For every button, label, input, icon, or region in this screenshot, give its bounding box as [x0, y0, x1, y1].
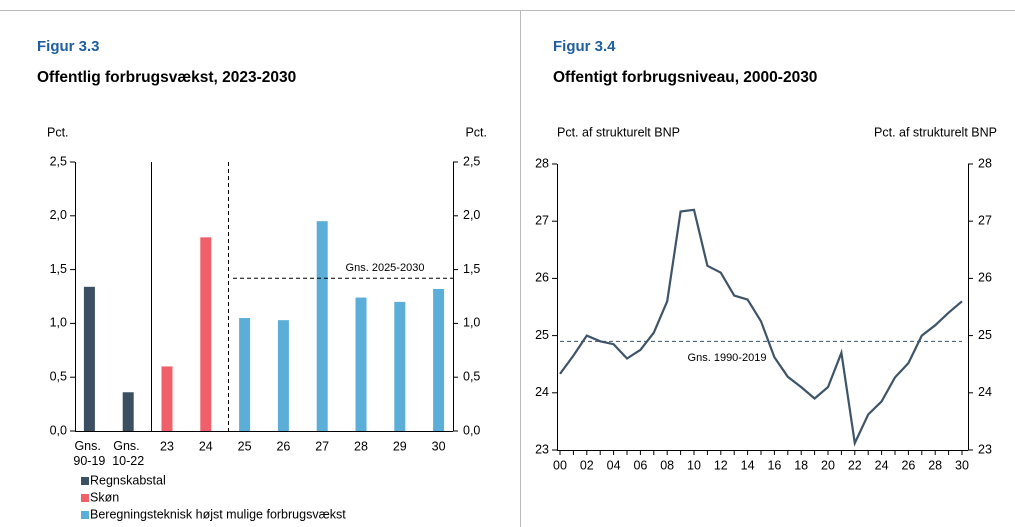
- bar: [394, 301, 406, 431]
- legend-swatch: [81, 511, 89, 519]
- chart-title: Offentigt forbrugsniveau, 2000-2030: [553, 69, 817, 86]
- bar: [239, 318, 251, 431]
- y2-axis-label: Pct. af strukturelt BNP: [874, 125, 997, 139]
- legend-label: Skøn: [90, 490, 119, 504]
- x-tick-label: 24: [199, 439, 213, 453]
- y-tick-label: 23: [535, 442, 549, 456]
- figure-number: Figur 3.3: [37, 38, 100, 55]
- bar: [83, 286, 95, 431]
- y2-axis-label: Pct.: [465, 125, 487, 139]
- bar: [433, 288, 445, 431]
- bar: [161, 366, 173, 431]
- x-tick-label: 20: [821, 458, 835, 472]
- x-tick-label: 22: [848, 458, 862, 472]
- x-tick-label: Gns. 10-22: [112, 439, 144, 468]
- bar: [277, 320, 289, 431]
- x-tick-label: 26: [901, 458, 915, 472]
- chart-title: Offentlig forbrugsvækst, 2023-2030: [37, 69, 296, 86]
- x-tick-label: 18: [794, 458, 808, 472]
- x-tick-label: 08: [660, 458, 674, 472]
- bar: [122, 392, 134, 431]
- y-tick-label: 0,0: [50, 423, 67, 437]
- y-tick-label: 2,0: [50, 208, 67, 222]
- legend-swatch: [81, 477, 89, 485]
- annotation: Gns. 2025-2030: [346, 262, 425, 274]
- y2-tick-label: 0,5: [463, 369, 480, 383]
- annotation: Gns. 1990-2019: [688, 352, 767, 364]
- y-tick-label: 28: [535, 156, 549, 170]
- x-tick-label: 24: [875, 458, 889, 472]
- x-tick-label: 16: [767, 458, 781, 472]
- y2-tick-label: 1,0: [463, 316, 480, 330]
- y-tick-label: 24: [535, 385, 549, 399]
- legend-label: Regnskabstal: [90, 473, 166, 487]
- bar: [200, 237, 212, 431]
- x-tick-label: 00: [553, 458, 567, 472]
- y-tick-label: 26: [535, 271, 549, 285]
- x-tick-label: 29: [393, 439, 407, 453]
- x-tick-label: 04: [607, 458, 621, 472]
- y2-tick-label: 24: [978, 385, 992, 399]
- y-tick-label: 0,5: [50, 369, 67, 383]
- x-tick-label: 14: [741, 458, 755, 472]
- x-tick-label: 12: [714, 458, 728, 472]
- y-tick-label: 2,5: [50, 154, 67, 168]
- y2-tick-label: 23: [978, 442, 992, 456]
- y2-tick-label: 27: [978, 213, 992, 227]
- y2-tick-label: 28: [978, 156, 992, 170]
- x-tick-label: Gns. 90-19: [73, 439, 105, 468]
- x-tick-label: 02: [580, 458, 594, 472]
- bar: [316, 221, 328, 431]
- y2-tick-label: 0,0: [463, 423, 480, 437]
- x-tick-label: 30: [432, 439, 446, 453]
- y2-tick-label: 2,0: [463, 208, 480, 222]
- y2-tick-label: 26: [978, 271, 992, 285]
- y-tick-label: 25: [535, 328, 549, 342]
- y-axis-label: Pct. af strukturelt BNP: [557, 125, 680, 139]
- legend-swatch: [81, 494, 89, 502]
- legend-label: Beregningsteknisk højst mulige forbrugsv…: [90, 507, 346, 521]
- y2-tick-label: 25: [978, 328, 992, 342]
- x-tick-label: 06: [633, 458, 647, 472]
- x-tick-label: 30: [955, 458, 969, 472]
- x-tick-label: 28: [928, 458, 942, 472]
- y-tick-label: 1,5: [50, 262, 67, 276]
- x-tick-label: 28: [354, 439, 368, 453]
- y2-tick-label: 1,5: [463, 262, 480, 276]
- x-tick-label: 27: [315, 439, 329, 453]
- line-series: [559, 208, 963, 447]
- y-axis-label: Pct.: [47, 125, 69, 139]
- x-tick-label: 26: [276, 439, 290, 453]
- x-tick-label: 10: [687, 458, 701, 472]
- figure-number: Figur 3.4: [553, 38, 616, 55]
- x-tick-label: 25: [238, 439, 252, 453]
- y-tick-label: 27: [535, 213, 549, 227]
- bar: [355, 297, 367, 431]
- y-tick-label: 1,0: [50, 316, 67, 330]
- y2-tick-label: 2,5: [463, 154, 480, 168]
- x-tick-label: 23: [160, 439, 174, 453]
